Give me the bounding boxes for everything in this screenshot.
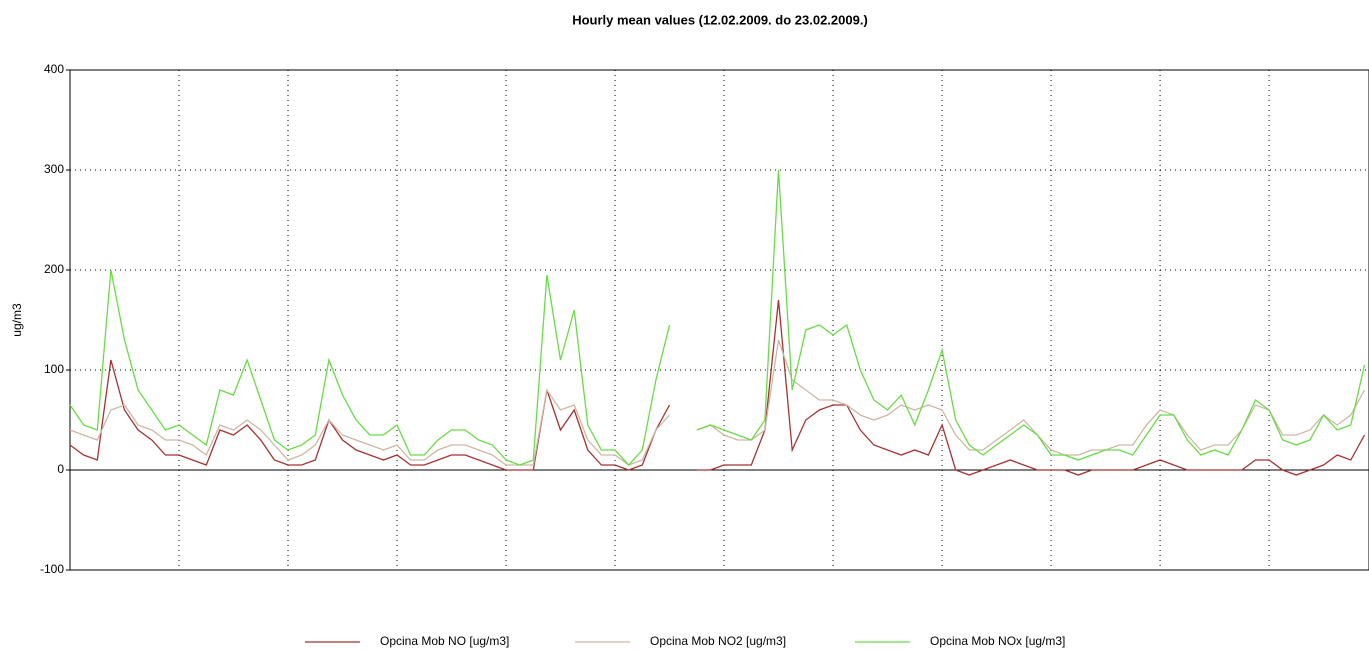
y-tick-label: 300 [44, 162, 64, 176]
y-tick-label: 200 [44, 262, 64, 276]
chart-title: Hourly mean values (12.02.2009. do 23.02… [572, 12, 868, 27]
y-tick-label: 400 [44, 62, 64, 76]
y-tick-label: 0 [57, 462, 64, 476]
data-line [69, 169, 1366, 466]
plot-frame [69, 69, 1369, 571]
legend-label: Opcina Mob NO2 [ug/m3] [650, 634, 786, 648]
y-tick-label: 100 [44, 362, 64, 376]
legend-label: Opcina Mob NOx [ug/m3] [930, 634, 1065, 648]
y-axis-label: ug/m3 [10, 303, 24, 337]
data-line [69, 339, 1366, 466]
y-tick-label: -100 [40, 562, 64, 576]
data-line [69, 299, 1366, 476]
legend-label: Opcina Mob NO [ug/m3] [380, 634, 509, 648]
